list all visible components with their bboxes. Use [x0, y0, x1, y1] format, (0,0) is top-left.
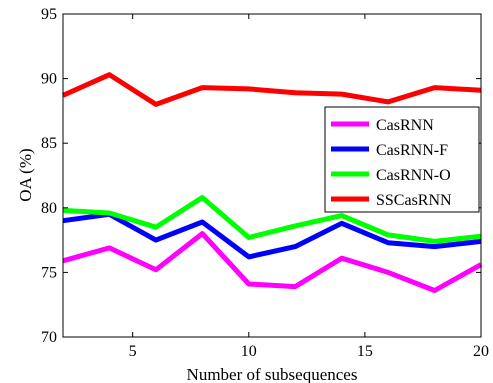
y-tick-label-2: 80	[41, 200, 57, 217]
legend: CasRNN CasRNN-F CasRNN-O SSCasRNN	[324, 106, 480, 213]
x-axis-label: Number of subsequences	[187, 365, 358, 383]
y-tick-label-5: 95	[41, 6, 57, 23]
legend-label-3: SSCasRNN	[376, 192, 452, 209]
series-layer	[61, 72, 483, 293]
y-tick-label-0: 70	[41, 329, 57, 346]
x-tick-label-0: 5	[129, 343, 137, 360]
legend-label-2: CasRNN-O	[376, 167, 451, 184]
y-axis-label: OA (%)	[16, 148, 35, 201]
series-line-3	[61, 72, 482, 107]
series-line-1	[62, 211, 482, 260]
x-tick-label-1: 10	[241, 343, 257, 360]
ticks-layer: 70 75 80 85 90 95 5 10 15 20	[41, 6, 489, 360]
series-line-2	[62, 195, 482, 244]
legend-label-0: CasRNN	[376, 117, 434, 134]
x-tick-label-2: 15	[357, 343, 373, 360]
y-tick-label-1: 75	[41, 264, 57, 281]
x-tick-label-3: 20	[473, 343, 489, 360]
series-line-0	[62, 231, 483, 293]
y-tick-label-3: 85	[41, 135, 57, 152]
plot-frame	[62, 13, 482, 338]
y-tick-label-4: 90	[41, 71, 57, 88]
legend-label-1: CasRNN-F	[376, 142, 448, 159]
